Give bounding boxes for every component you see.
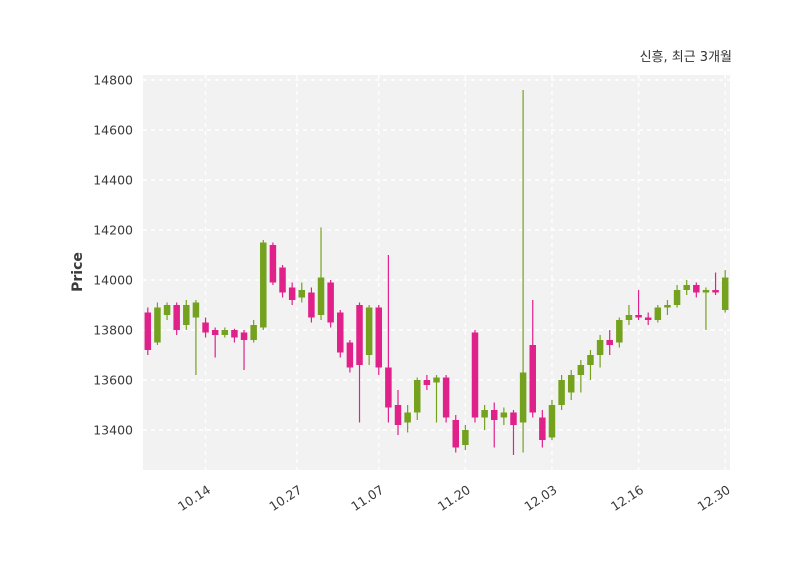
candle-body [240,332,248,340]
x-tick-label: 10.27 [266,482,304,514]
candle-body [462,430,469,445]
candle-body [211,330,219,335]
x-tick-label: 10.14 [175,482,213,514]
candle-body [558,380,565,405]
candle-body [414,380,421,413]
candle-body [606,340,613,345]
candle-body [308,292,315,318]
y-tick-label: 13400 [93,423,133,438]
y-axis-title: Price [70,252,86,292]
candle-body [192,302,200,318]
candle-body [500,412,508,418]
candle-body [548,405,556,438]
candle-body [635,315,642,318]
candle-body [423,380,431,385]
candle-body [144,312,152,350]
x-tick-label: 12.30 [695,482,733,514]
candle-body [481,410,488,418]
y-tick-label: 14800 [93,73,133,88]
x-tick-label: 11.20 [435,482,473,514]
candle-body [288,287,296,300]
candle-body [442,377,450,418]
candle-body [375,307,383,368]
y-tick-label: 14600 [93,123,133,138]
candle-body [693,285,700,293]
candle-body [356,305,363,365]
candle-body [269,245,277,283]
y-tick-label: 14200 [93,223,133,238]
candle-body [298,290,306,298]
candle-body [587,355,594,365]
candle-body [154,307,161,343]
candle-body [163,305,171,315]
candle-body [721,277,729,310]
candle-body [231,330,238,338]
candle-body [202,322,209,333]
candle-body [365,307,373,355]
x-tick-label: 12.16 [608,482,646,514]
candle-body [221,330,229,335]
candle-body [317,277,325,315]
x-tick-label: 11.07 [348,482,386,514]
candle-body [452,420,459,448]
candle-body [654,307,662,320]
candle-body [490,410,498,420]
candle-body [529,345,536,413]
candle-body [539,417,546,440]
candle-body [260,242,267,328]
candle-body [625,315,633,320]
candle-body [394,405,402,425]
y-tick-label: 13800 [93,323,133,338]
candle-body [712,290,719,293]
y-tick-label: 14400 [93,173,133,188]
candle-body [664,305,671,308]
candle-body [337,312,344,353]
y-tick-label: 14000 [93,273,133,288]
candle-body [183,305,190,325]
candle-body [385,367,392,408]
candle-body [702,290,710,293]
candle-body [250,325,257,340]
candle-body [510,412,517,425]
candle-body [279,267,286,293]
candle-body [567,375,575,393]
candle-body [683,285,690,290]
candle-body [433,377,440,383]
candle-body [596,340,604,355]
candle-body [404,412,411,423]
candle-body [644,317,652,320]
candle-body [173,305,180,330]
candle-body [616,320,623,343]
candle-body [577,365,585,375]
candle-body [673,290,681,305]
candle-body [519,372,527,423]
candle-body [346,342,354,368]
candle-body [471,332,479,418]
chart-title: 신흥, 최근 3개월 [639,50,732,65]
candle-body [327,282,334,323]
y-tick-label: 13600 [93,373,133,388]
x-tick-label: 12.03 [521,482,559,514]
